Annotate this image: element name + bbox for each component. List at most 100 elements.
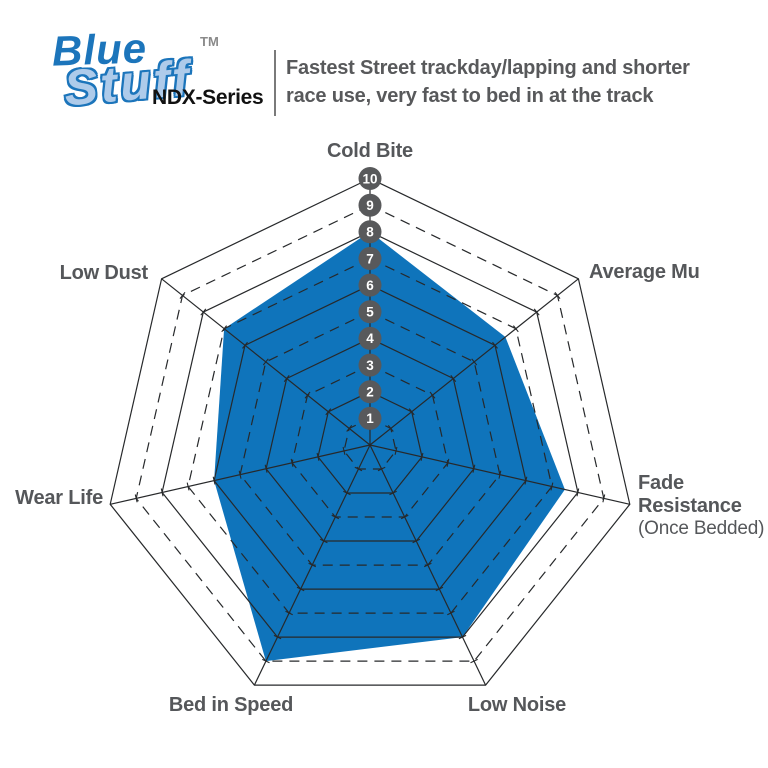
grid-ring-9 xyxy=(135,204,605,662)
axis-tick-6-5 xyxy=(262,358,269,366)
axis-tick-4-6 xyxy=(296,586,305,592)
scale-badge-7 xyxy=(358,247,382,270)
axis-tick-2-9 xyxy=(602,494,606,503)
axis-label-low-noise: Low Noise xyxy=(467,694,567,716)
scale-badge-8 xyxy=(358,220,382,244)
axis-tick-6-3 xyxy=(304,391,311,399)
axis-tick-2-2 xyxy=(420,452,424,461)
grid-ring-6 xyxy=(213,284,527,590)
axis-tick-3-1 xyxy=(377,466,386,472)
axis-tick-4-3 xyxy=(331,514,340,520)
scale-badge-1 xyxy=(358,406,382,430)
axis-tick-5-3 xyxy=(290,458,294,467)
grid-ring-8 xyxy=(161,231,579,638)
axis-tick-6-7 xyxy=(221,325,228,333)
scale-badge-label-5: 5 xyxy=(366,305,374,320)
axis-tick-6-1 xyxy=(346,424,353,432)
axis-tick-3-3 xyxy=(400,514,409,520)
axis-tick-3-9 xyxy=(470,658,478,664)
trademark-symbol: TM xyxy=(200,34,219,49)
axis-tick-5-5 xyxy=(238,470,242,479)
axis-tick-1-4 xyxy=(450,375,457,383)
axis-tick-1-7 xyxy=(512,325,519,333)
axis-label-fade-resistance-text: Fade Resistance xyxy=(638,472,742,517)
description-line-2: race use, very fast to bed in at the tra… xyxy=(286,85,654,107)
axis-tick-4-7 xyxy=(285,610,293,616)
axis-tick-3-5 xyxy=(423,562,432,568)
axis-tick-2-1 xyxy=(394,446,398,455)
axis-label-wear-life: Wear Life xyxy=(15,487,103,509)
axis-label-low-dust: Low Dust xyxy=(59,262,149,284)
axis-tick-2-8 xyxy=(576,488,580,497)
scale-badge-label-7: 7 xyxy=(366,251,374,266)
axis-label-fade-resistance: Fade Resistance (Once Bedded) xyxy=(638,472,765,540)
axis-tick-2-7 xyxy=(550,482,554,491)
scale-badge-2 xyxy=(358,380,382,404)
axis-tick-5-7 xyxy=(186,482,190,491)
axis-tick-6-9 xyxy=(179,291,186,299)
scale-badge-label-3: 3 xyxy=(366,358,374,373)
scale-badge-5 xyxy=(358,300,382,324)
axis-tick-4-4 xyxy=(319,538,328,544)
axis-tick-5-6 xyxy=(212,476,216,485)
axis-label-cold-bite: Cold Bite xyxy=(327,140,413,162)
axis-tick-6-6 xyxy=(242,341,248,349)
scale-badge-label-1: 1 xyxy=(366,411,374,426)
axis-tick-1-3 xyxy=(429,391,436,399)
axis-tick-1-5 xyxy=(471,358,478,366)
axis-tick-6-2 xyxy=(325,408,332,416)
axis-tick-2-4 xyxy=(472,464,476,473)
bluestuff-logo: Blue Stuff TM NDX-Series xyxy=(28,20,268,120)
grid-ring-4 xyxy=(265,337,475,542)
scale-badge-label-4: 4 xyxy=(366,331,374,346)
axis-tick-2-5 xyxy=(498,470,502,479)
axis-label-bed-in-speed: Bed in Speed xyxy=(168,694,294,716)
grid-ring-1 xyxy=(343,417,397,470)
axis-tick-3-6 xyxy=(435,586,444,592)
axis-tick-3-7 xyxy=(447,610,455,616)
scale-badge-label-8: 8 xyxy=(366,225,374,240)
scale-badge-6 xyxy=(358,273,382,297)
scale-badge-label-9: 9 xyxy=(366,198,374,213)
axis-tick-3-8 xyxy=(458,634,467,640)
axis-tick-4-5 xyxy=(308,562,317,568)
axis-tick-4-1 xyxy=(354,466,363,472)
scale-badge-label-10: 10 xyxy=(362,171,377,186)
axis-label-average-mu: Average Mu xyxy=(589,261,700,283)
axis-tick-4-8 xyxy=(273,634,282,640)
scale-badge-9 xyxy=(358,193,382,217)
scale-badge-10 xyxy=(358,167,382,190)
axis-tick-5-4 xyxy=(264,464,268,473)
axis-tick-6-8 xyxy=(200,308,207,316)
scale-badge-4 xyxy=(358,326,382,350)
axis-tick-5-9 xyxy=(134,494,138,503)
axis-tick-6-4 xyxy=(283,375,290,383)
axis-tick-1-1 xyxy=(387,424,394,432)
grid-ring-7 xyxy=(187,257,553,614)
axis-tick-4-9 xyxy=(262,658,270,664)
axis-tick-1-8 xyxy=(533,308,540,316)
axis-tick-1-9 xyxy=(554,291,561,299)
axis-tick-1-6 xyxy=(492,341,498,349)
axis-tick-1-2 xyxy=(408,408,415,416)
axis-tick-2-6 xyxy=(524,476,528,485)
scale-badge-label-6: 6 xyxy=(366,278,374,293)
grid-ring-10 xyxy=(109,177,631,686)
value-polygon xyxy=(214,231,565,662)
grid-ring-3 xyxy=(291,364,449,518)
axis-tick-4-2 xyxy=(343,490,351,496)
axis-tick-3-2 xyxy=(389,490,397,496)
scale-badge-label-2: 2 xyxy=(366,385,374,400)
description-line-1: Fastest Street trackday/lapping and shor… xyxy=(286,57,690,79)
header-divider xyxy=(274,50,276,116)
axis-tick-2-3 xyxy=(446,458,450,467)
series-name: NDX-Series xyxy=(152,86,264,109)
axis-tick-5-1 xyxy=(342,446,346,455)
axis-tick-5-2 xyxy=(316,452,320,461)
axis-label-once-bedded: (Once Bedded) xyxy=(638,518,765,539)
axis-tick-5-8 xyxy=(160,488,164,497)
logo-word-blue: Blue xyxy=(51,24,148,75)
